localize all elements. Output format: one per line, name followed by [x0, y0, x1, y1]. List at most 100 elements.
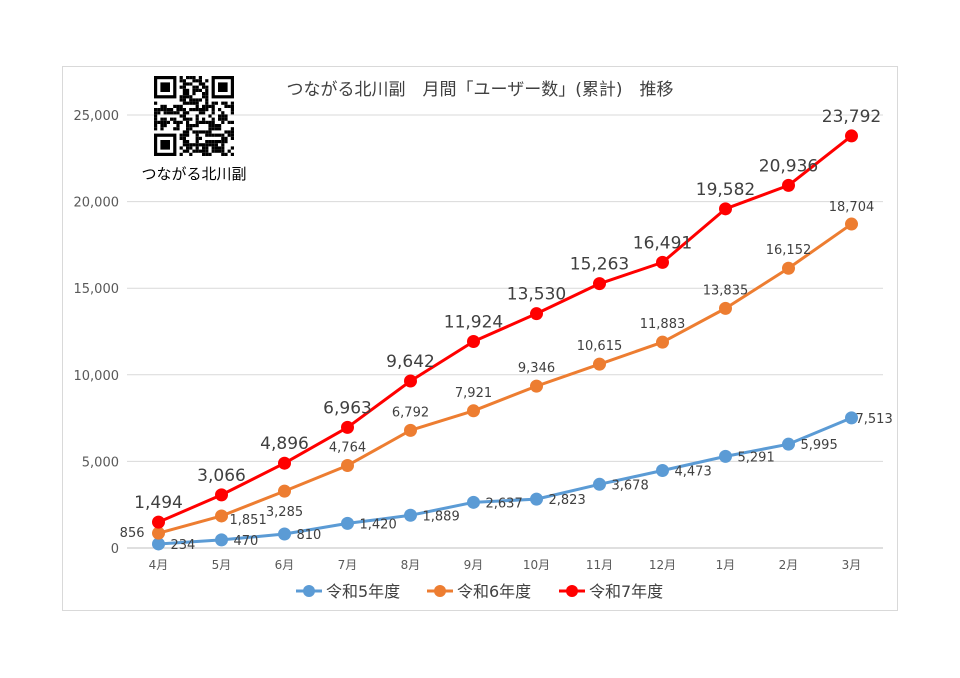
- qr-module: [205, 104, 209, 108]
- qr-module: [211, 120, 215, 124]
- qr-module: [218, 146, 222, 150]
- x-tick-label: 10月: [523, 558, 550, 572]
- qr-module: [192, 101, 196, 105]
- qr-module: [195, 140, 199, 144]
- data-point: [656, 464, 669, 478]
- data-point: [215, 509, 228, 523]
- qr-module: [186, 95, 190, 99]
- series-1: 234 470 810 1,420 1,889 2,637 2,823 3,678 4,473 5…: [152, 411, 893, 553]
- qr-module: [195, 101, 199, 105]
- qr-module: [202, 95, 206, 99]
- qr-module: [173, 104, 177, 108]
- qr-module: [163, 120, 167, 124]
- data-label: 3,285: [266, 505, 303, 520]
- qr-module: [214, 133, 218, 137]
- qr-module: [198, 111, 202, 115]
- qr-module: [179, 152, 183, 156]
- data-point: [341, 420, 354, 434]
- qr-module: [186, 143, 190, 147]
- qr-module: [195, 120, 199, 124]
- data-label: 16,152: [766, 243, 812, 258]
- qr-module: [179, 85, 183, 89]
- x-tick-label: 1月: [716, 558, 736, 572]
- qr-module: [221, 133, 225, 137]
- qr-module: [166, 111, 170, 115]
- qr-module: [154, 127, 158, 131]
- qr-module: [218, 82, 228, 92]
- qr-module: [211, 127, 215, 131]
- qr-module: [179, 104, 183, 108]
- data-point: [719, 449, 732, 463]
- qr-module: [189, 98, 193, 102]
- data-label: 11,924: [444, 312, 503, 332]
- qr-module: [189, 127, 193, 131]
- y-tick-label: 0: [111, 542, 119, 557]
- qr-code-image: [154, 76, 234, 156]
- qr-module: [195, 114, 199, 118]
- qr-module: [230, 146, 234, 150]
- qr-module: [230, 101, 234, 105]
- data-label: 1,851: [230, 513, 267, 528]
- qr-module: [195, 146, 199, 150]
- qr-module: [208, 133, 212, 137]
- qr-module: [195, 149, 199, 153]
- qr-module: [208, 104, 212, 108]
- data-point: [782, 261, 795, 275]
- qr-module: [211, 143, 215, 147]
- qr-module: [163, 111, 167, 115]
- qr-module: [182, 88, 186, 92]
- qr-module: [202, 152, 206, 156]
- qr-module: [176, 124, 180, 128]
- qr-module: [230, 120, 234, 124]
- qr-module: [186, 124, 190, 128]
- qr-module: [157, 120, 161, 124]
- qr-module: [182, 130, 186, 134]
- series-line: [158, 416, 853, 546]
- data-label: 9,346: [518, 361, 555, 376]
- qr-module: [186, 111, 190, 115]
- data-point: [215, 533, 228, 547]
- qr-module: [208, 143, 212, 147]
- data-point: [782, 178, 795, 192]
- qr-module: [195, 130, 199, 134]
- y-tick-label: 25,000: [74, 109, 120, 124]
- qr-module: [186, 149, 190, 153]
- qr-module: [195, 79, 199, 83]
- qr-module: [192, 92, 196, 96]
- qr-module: [182, 149, 186, 153]
- qr-module: [205, 92, 209, 96]
- qr-module: [179, 133, 183, 137]
- qr-module: [192, 79, 196, 83]
- data-label: 23,792: [822, 107, 881, 127]
- y-tick-label: 5,000: [82, 455, 119, 470]
- qr-module: [170, 111, 174, 115]
- data-label: 856: [120, 526, 145, 541]
- data-point: [152, 537, 165, 551]
- series-group: 234 470 810 1,420 1,889 2,637 2,823 3,678 4,473 5…: [120, 107, 893, 553]
- qr-module: [160, 120, 164, 124]
- qr-module: [205, 143, 209, 147]
- qr-module: [192, 149, 196, 153]
- qr-module: [205, 130, 209, 134]
- data-label: 1,420: [360, 517, 397, 532]
- data-point: [404, 374, 417, 388]
- data-point: [530, 307, 543, 321]
- data-point: [593, 357, 606, 371]
- qr-module: [224, 136, 228, 140]
- qr-module: [211, 124, 215, 128]
- qr-module: [195, 117, 199, 121]
- qr-module: [230, 108, 234, 112]
- qr-module: [186, 76, 190, 80]
- x-tick-label: 3月: [842, 558, 862, 572]
- qr-module: [198, 130, 202, 134]
- qr-module: [218, 124, 222, 128]
- qr-module: [186, 140, 190, 144]
- qr-module: [211, 140, 215, 144]
- qr-module: [182, 143, 186, 147]
- qr-module: [195, 136, 199, 140]
- qr-module: [198, 82, 202, 86]
- x-tick-label: 6月: [275, 558, 295, 572]
- qr-module: [221, 136, 225, 140]
